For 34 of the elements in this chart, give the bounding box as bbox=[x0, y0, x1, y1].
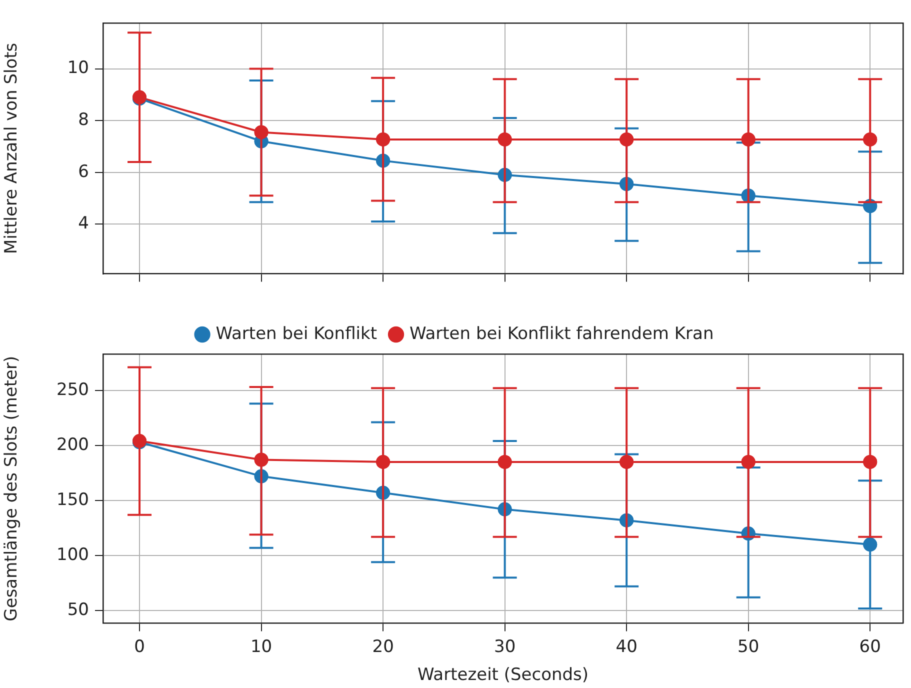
legend-label: Warten bei Konflikt bbox=[216, 324, 378, 344]
y-axis-title: Mittlere Anzahl von Slots bbox=[2, 42, 22, 254]
x-tick-label: 50 bbox=[738, 636, 760, 657]
point bbox=[863, 454, 878, 469]
y-tick-label: 6 bbox=[78, 162, 89, 182]
x-tick-label: 0 bbox=[134, 636, 145, 657]
y-axis-title: Gesamtlänge des Slots (meter) bbox=[2, 356, 22, 622]
point bbox=[254, 125, 268, 140]
point bbox=[376, 454, 390, 469]
x-axis-title: Wartezeit (Seconds) bbox=[417, 665, 589, 686]
point bbox=[620, 454, 634, 469]
y-tick-label: 150 bbox=[56, 490, 89, 510]
point bbox=[254, 452, 268, 467]
point bbox=[620, 132, 634, 146]
x-tick-label: 20 bbox=[372, 636, 394, 657]
point bbox=[376, 132, 390, 146]
point bbox=[741, 454, 756, 469]
x-tick-label: 40 bbox=[616, 636, 638, 657]
y-tick-label: 200 bbox=[56, 434, 89, 455]
x-tick-label: 60 bbox=[859, 636, 881, 657]
point bbox=[863, 538, 878, 552]
point bbox=[741, 132, 756, 146]
y-tick-label: 10 bbox=[67, 58, 89, 78]
x-tick-label: 10 bbox=[250, 636, 272, 657]
y-tick-label: 8 bbox=[78, 110, 89, 130]
point bbox=[498, 454, 512, 469]
y-tick-label: 4 bbox=[78, 214, 89, 234]
point bbox=[498, 132, 512, 146]
point bbox=[863, 132, 878, 146]
y-tick-label: 50 bbox=[67, 600, 89, 620]
y-tick-label: 250 bbox=[56, 380, 89, 400]
legend-label: Warten bei Konflikt fahrendem Kran bbox=[410, 324, 714, 344]
x-tick-label: 30 bbox=[494, 636, 516, 657]
y-tick-label: 100 bbox=[56, 544, 89, 565]
